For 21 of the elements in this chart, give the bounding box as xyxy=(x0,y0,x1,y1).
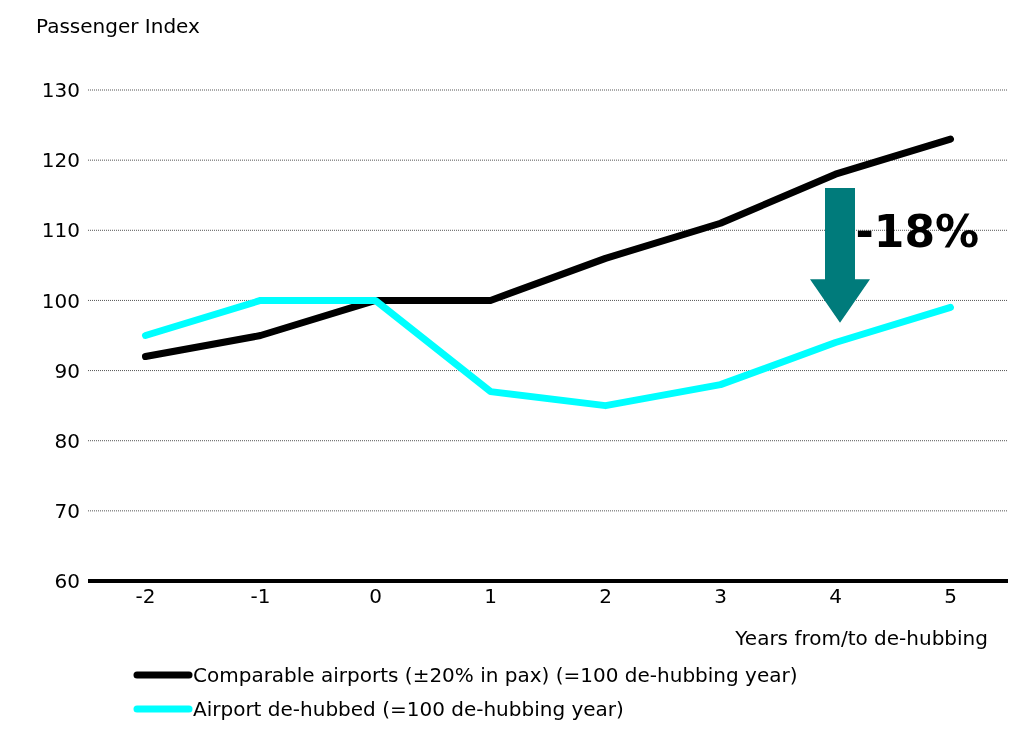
y-tick-label: 70 xyxy=(54,498,80,523)
x-tick-label: 5 xyxy=(944,584,957,609)
x-tick-label: 3 xyxy=(714,584,727,609)
y-axis-title: Passenger Index xyxy=(36,14,200,38)
y-tick-label: 60 xyxy=(54,569,80,594)
x-tick-label: -1 xyxy=(250,584,271,609)
y-tick-label: 120 xyxy=(41,148,80,173)
legend-label: Comparable airports (±20% in pax) (=100 de-hubbing year) xyxy=(193,663,798,687)
x-tick-label: 4 xyxy=(829,584,842,609)
x-tick-label: -2 xyxy=(135,584,156,609)
y-tick-label: 100 xyxy=(41,288,80,313)
annotation: -18% xyxy=(855,205,980,257)
y-tick-label: 90 xyxy=(54,358,80,383)
x-tick-label: 1 xyxy=(484,584,497,609)
y-tick-label: 130 xyxy=(41,78,80,103)
legend-label: Airport de-hubbed (=100 de-hubbing year) xyxy=(193,697,624,721)
y-tick-label: 80 xyxy=(54,428,80,453)
y-tick-label: 110 xyxy=(41,218,80,243)
x-tick-label: 0 xyxy=(369,584,382,609)
x-axis-title: Years from/to de-hubbing xyxy=(735,626,988,650)
x-tick-label: 2 xyxy=(599,584,612,609)
